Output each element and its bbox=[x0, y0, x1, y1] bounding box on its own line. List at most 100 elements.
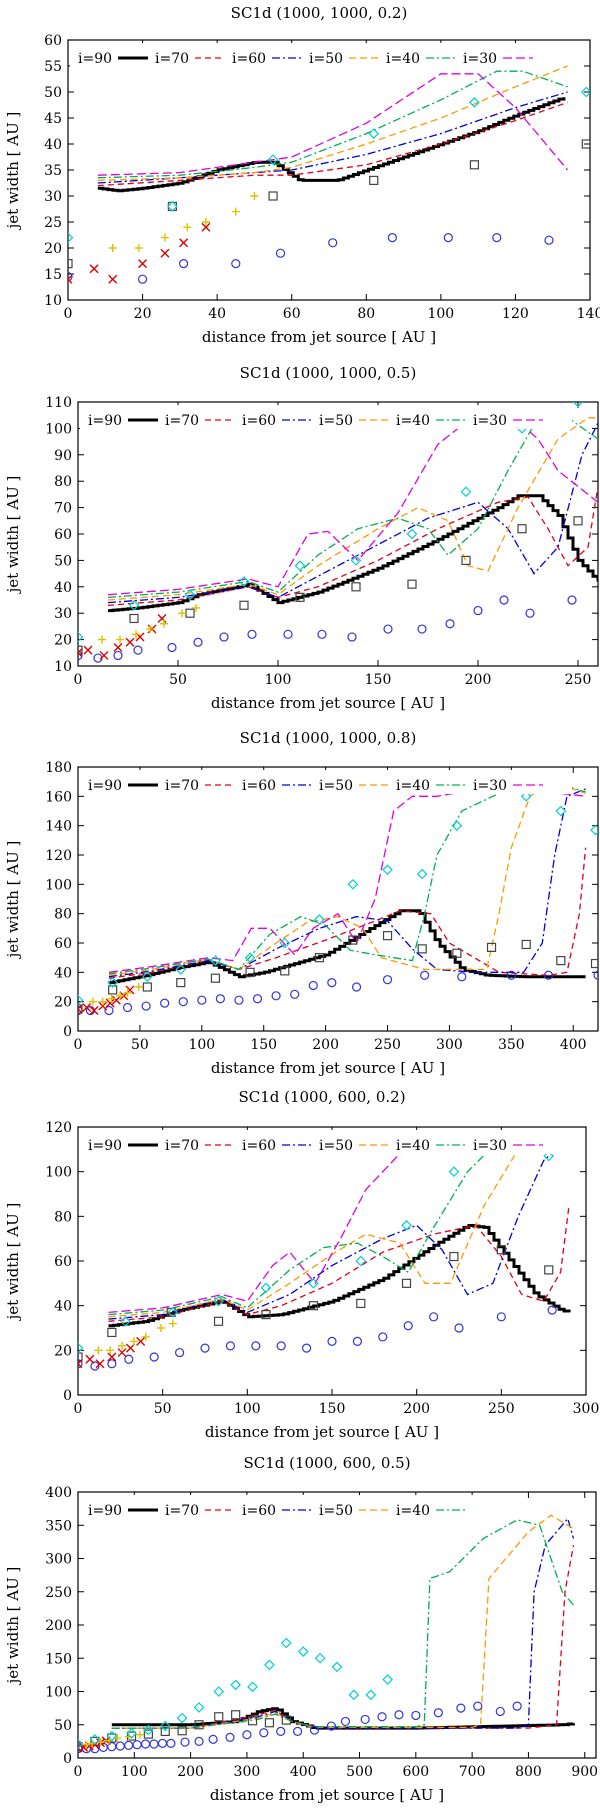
legend-label: i=70 bbox=[165, 413, 199, 429]
x-tick-label: 50 bbox=[169, 672, 187, 688]
marker-cross bbox=[117, 1348, 127, 1358]
marker-circle bbox=[68, 272, 73, 282]
marker-circle bbox=[251, 1341, 261, 1351]
marker-circle bbox=[525, 608, 535, 618]
chart-title: SC1d (1000, 1000, 0.5) bbox=[240, 364, 417, 382]
x-tick-label: 200 bbox=[177, 1764, 204, 1780]
legend-background bbox=[80, 405, 572, 429]
marker-circle bbox=[457, 972, 467, 982]
marker-diamond bbox=[78, 631, 84, 643]
legend-label: i=40 bbox=[396, 413, 430, 429]
chart-1: SC1d (1000, 1000, 0.2) 0 20 40 60 80 100 120 140… bbox=[4, 4, 600, 346]
y-tick-label: 60 bbox=[54, 936, 72, 952]
legend-label: i=30 bbox=[473, 413, 507, 429]
series-line-i30 bbox=[111, 1519, 574, 1729]
marker-cross bbox=[78, 1359, 83, 1369]
marker-diamond bbox=[308, 1277, 319, 1289]
legend-label: i=40 bbox=[396, 1138, 430, 1154]
marker-diamond bbox=[167, 1307, 179, 1318]
marker-circle bbox=[543, 970, 554, 980]
marker-circle bbox=[275, 248, 286, 258]
legend-label: i=70 bbox=[165, 1503, 199, 1519]
legend-label: i=90 bbox=[88, 778, 122, 794]
marker-cross bbox=[157, 613, 167, 623]
marker-cross bbox=[68, 274, 73, 284]
y-tick-label: 80 bbox=[54, 474, 72, 490]
marker-circle bbox=[225, 1341, 235, 1351]
marker-circle bbox=[78, 650, 83, 661]
marker-plus bbox=[82, 1740, 91, 1749]
y-tick-label: 45 bbox=[44, 111, 62, 127]
marker-diamond bbox=[280, 1637, 292, 1649]
x-tick-label: 150 bbox=[365, 672, 392, 688]
marker-plus bbox=[141, 1332, 150, 1341]
plot-area bbox=[68, 65, 590, 284]
legend-background bbox=[70, 43, 562, 67]
marker-circle bbox=[429, 1312, 439, 1322]
marker-diamond bbox=[555, 805, 567, 817]
series-line-i40 bbox=[108, 1130, 570, 1318]
x-tick-label: 0 bbox=[74, 1401, 83, 1417]
chart-title: SC1d (1000, 600, 0.2) bbox=[238, 1088, 405, 1106]
marker-plus bbox=[129, 1337, 138, 1346]
marker-diamond bbox=[543, 1150, 555, 1162]
y-tick-label: 30 bbox=[54, 606, 72, 622]
marker-square bbox=[107, 1327, 117, 1338]
marker-circle bbox=[443, 233, 453, 243]
legend-label: i=90 bbox=[78, 51, 112, 67]
legend-label: i=50 bbox=[319, 413, 353, 429]
marker-diamond bbox=[297, 1646, 309, 1657]
marker-circle bbox=[454, 1323, 464, 1333]
marker-square bbox=[268, 191, 278, 201]
marker-diamond bbox=[78, 1738, 84, 1750]
y-tick-label: 100 bbox=[45, 421, 72, 437]
series-line-i40 bbox=[107, 417, 598, 601]
x-tick-label: 400 bbox=[290, 1764, 317, 1780]
marker-square bbox=[214, 1712, 224, 1722]
marker-circle bbox=[567, 595, 577, 605]
legend-background bbox=[80, 770, 572, 794]
marker-diamond bbox=[167, 201, 178, 212]
series-line-i70 bbox=[97, 97, 566, 193]
marker-square bbox=[78, 1004, 83, 1014]
y-tick-label: 40 bbox=[54, 580, 72, 596]
y-tick-label: 10 bbox=[44, 293, 62, 309]
marker-square bbox=[521, 939, 531, 950]
legend-label: i=40 bbox=[396, 778, 430, 794]
marker-circle bbox=[234, 995, 244, 1005]
marker-cross bbox=[89, 1005, 99, 1015]
marker-cross bbox=[105, 998, 115, 1008]
marker-diamond bbox=[159, 1720, 171, 1732]
marker-plus bbox=[160, 233, 169, 242]
marker-circle bbox=[231, 259, 241, 269]
marker-circle bbox=[420, 970, 430, 980]
marker-circle bbox=[104, 1005, 114, 1016]
marker-circle bbox=[309, 1725, 320, 1735]
marker-square bbox=[382, 931, 393, 941]
x-tick-label: 500 bbox=[346, 1764, 373, 1780]
marker-circle bbox=[387, 233, 397, 243]
marker-circle bbox=[133, 645, 143, 655]
y-tick-label: 0 bbox=[63, 1024, 72, 1040]
marker-cross bbox=[78, 648, 83, 658]
marker-square bbox=[176, 977, 186, 988]
marker-diamond bbox=[213, 1295, 224, 1307]
series-line-i60 bbox=[97, 101, 568, 187]
marker-square bbox=[281, 1715, 291, 1725]
marker-plus bbox=[96, 1738, 105, 1747]
x-tick-label: 0 bbox=[74, 1037, 83, 1053]
x-tick-label: 100 bbox=[234, 1401, 261, 1417]
legend-label: i=50 bbox=[319, 1503, 353, 1519]
marker-circle bbox=[544, 235, 554, 245]
x-tick-label: 200 bbox=[403, 1401, 430, 1417]
marker-square bbox=[401, 1278, 412, 1288]
legend-label: i=50 bbox=[309, 51, 343, 67]
marker-plus bbox=[192, 603, 200, 612]
x-tick-label: 350 bbox=[498, 1037, 525, 1053]
chart-5: SC1d (1000, 600, 0.5)0 100 200 300 400 500 600… bbox=[4, 1454, 598, 1804]
marker-circle bbox=[200, 1343, 210, 1353]
marker-diamond bbox=[126, 1728, 137, 1739]
y-tick-label: 60 bbox=[44, 33, 62, 49]
marker-circle bbox=[197, 995, 207, 1005]
marker-circle bbox=[166, 1738, 176, 1748]
